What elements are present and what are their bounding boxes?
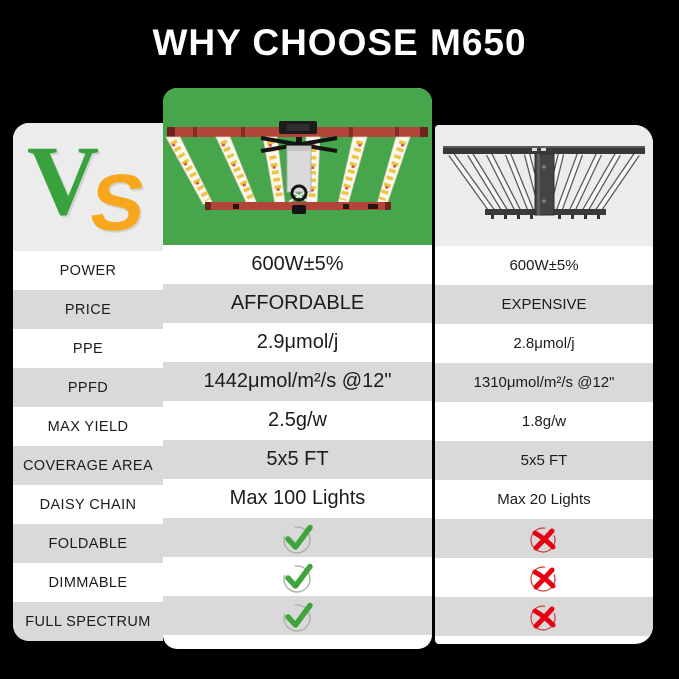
competitor-value-cell: EXPENSIVE — [435, 285, 653, 324]
competitor-value-cell-text: Max 20 Lights — [497, 491, 591, 508]
feature-label-cell: MAX YIELD — [13, 407, 163, 446]
m650-value-cell: 2.5g/w — [163, 401, 432, 440]
m650-value-cell: 5x5 FT — [163, 440, 432, 479]
feature-label-cell: POWER — [13, 251, 163, 290]
m650-value-cell-text: 2.9μmol/j — [256, 331, 339, 353]
m650-value-rows: 600W±5% AFFORDABLE 2.9μmol/j 1442μmol/m²/s … — [163, 245, 432, 635]
m650-value-cell-text: Max 100 Lights — [229, 487, 366, 509]
feature-label-cell-text: COVERAGE AREA — [22, 457, 154, 474]
feature-label-cell: PRICE — [13, 290, 163, 329]
feature-label-cell-text: FULL SPECTRUM — [25, 613, 151, 630]
m650-value-cell: 1442μmol/m²/s @12" — [163, 362, 432, 401]
competitor-value-cell-text: 1310μmol/m²/s @12" — [473, 374, 615, 391]
m650-value-cell-text: AFFORDABLE — [230, 292, 365, 314]
m650-value-cell-text: 600W±5% — [251, 253, 344, 275]
m650-value-cell — [163, 596, 432, 635]
feature-label-cell-text: DIMMABLE — [48, 574, 128, 591]
competitor-value-cell — [435, 597, 653, 636]
page-title: WHY CHOOSE M650 — [152, 22, 527, 63]
competitor-product-image — [435, 125, 653, 246]
competitor-grow-light-illustration — [443, 146, 645, 219]
competitor-value-cell: Max 20 Lights — [435, 480, 653, 519]
vs-letter-v: V — [27, 125, 100, 236]
competitor-value-cell: 2.8μmol/j — [435, 324, 653, 363]
m650-value-cell — [163, 557, 432, 596]
m650-value-cell: 600W±5% — [163, 245, 432, 284]
cross-icon — [530, 526, 556, 553]
m650-value-cell: AFFORDABLE — [163, 284, 432, 323]
feature-label-cell-text: PRICE — [64, 301, 112, 318]
feature-label-cell: DIMMABLE — [13, 563, 163, 602]
cross-icon — [530, 604, 556, 631]
feature-label-cell: FULL SPECTRUM — [13, 602, 163, 641]
competitor-value-cell: 1.8g/w — [435, 402, 653, 441]
competitor-value-rows: 600W±5% EXPENSIVE 2.8μmol/j 1310μmol/m²/s @… — [435, 246, 653, 636]
competitor-value-cell: 1310μmol/m²/s @12" — [435, 363, 653, 402]
competitor-value-cell: 5x5 FT — [435, 441, 653, 480]
m650-value-cell-text: 2.5g/w — [268, 409, 327, 431]
competitor-column: 600W±5% EXPENSIVE 2.8μmol/j 1310μmol/m²/s @… — [435, 125, 653, 644]
competitor-value-cell — [435, 558, 653, 597]
competitor-value-cell: 600W±5% — [435, 246, 653, 285]
feature-label-cell: PPE — [13, 329, 163, 368]
feature-column: V S POWER PRICE PPE PPFD MAX YIELD COVERAGE A… — [13, 123, 163, 641]
feature-label-cell-text: POWER — [59, 262, 117, 279]
m650-value-cell: Max 100 Lights — [163, 479, 432, 518]
feature-label-cell: DAISY CHAIN — [13, 485, 163, 524]
feature-label-cell-text: FOLDABLE — [48, 535, 128, 552]
m650-grow-light-illustration — [165, 121, 428, 214]
feature-label-cell-text: PPFD — [67, 379, 109, 396]
vs-letter-s: S — [84, 158, 151, 247]
feature-label-cell: COVERAGE AREA — [13, 446, 163, 485]
m650-value-cell-text: 1442μmol/m²/s @12" — [203, 370, 392, 392]
feature-label-cell-text: PPE — [72, 340, 104, 357]
competitor-value-cell-text: EXPENSIVE — [501, 296, 587, 313]
feature-label-rows: POWER PRICE PPE PPFD MAX YIELD COVERAGE AREA D… — [13, 251, 163, 641]
m650-column: 600W±5% AFFORDABLE 2.9μmol/j 1442μmol/m²/s … — [163, 88, 432, 649]
feature-label-cell: FOLDABLE — [13, 524, 163, 563]
vs-badge: V S — [13, 123, 163, 251]
competitor-value-cell-text: 600W±5% — [509, 257, 579, 274]
competitor-value-cell-text: 5x5 FT — [520, 452, 568, 469]
competitor-value-cell-text: 1.8g/w — [521, 413, 567, 430]
check-icon — [282, 524, 313, 554]
feature-label-cell-text: MAX YIELD — [47, 418, 129, 435]
m650-value-cell-text: 5x5 FT — [266, 448, 329, 470]
feature-label-cell-text: DAISY CHAIN — [39, 496, 137, 513]
check-icon — [282, 563, 313, 593]
m650-value-cell: 2.9μmol/j — [163, 323, 432, 362]
m650-product-image — [163, 88, 432, 245]
competitor-value-cell — [435, 519, 653, 558]
m650-value-cell — [163, 518, 432, 557]
cross-icon — [530, 565, 556, 592]
check-icon — [282, 602, 313, 632]
feature-label-cell: PPFD — [13, 368, 163, 407]
competitor-value-cell-text: 2.8μmol/j — [513, 335, 575, 352]
